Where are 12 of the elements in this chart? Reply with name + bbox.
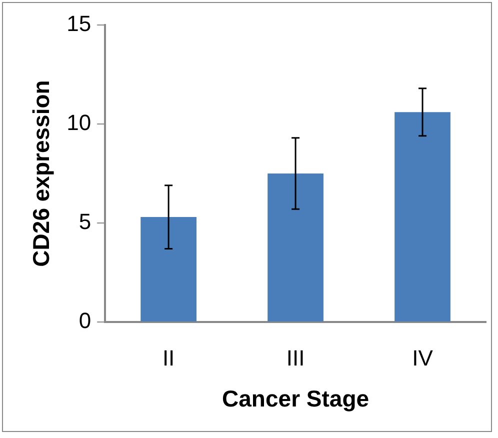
x-tick-label: III xyxy=(286,345,305,370)
x-tick-label: II xyxy=(162,345,175,370)
bar xyxy=(140,217,196,322)
y-axis-title: CD26 expression xyxy=(28,80,54,267)
y-tick-label: 15 xyxy=(66,11,92,36)
x-axis-title: Cancer Stage xyxy=(222,386,370,412)
y-tick-label: 5 xyxy=(78,209,92,234)
bar xyxy=(394,112,450,322)
x-tick-label: IV xyxy=(412,345,434,370)
y-tick-label: 10 xyxy=(66,110,92,136)
y-tick-label: 0 xyxy=(78,308,92,334)
bar xyxy=(268,174,324,322)
